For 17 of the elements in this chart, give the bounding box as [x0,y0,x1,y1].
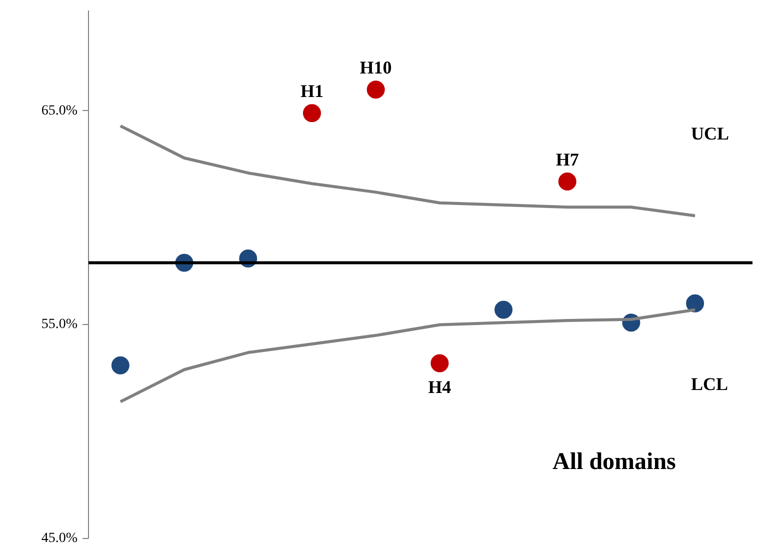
data-label: H7 [556,150,579,170]
point [111,356,130,374]
point [686,294,704,312]
point [302,104,321,122]
data-label: H10 [360,58,392,78]
y-tick-label: 65.0% [41,103,78,118]
y-tick-label: 55.0% [41,317,78,332]
text: UCL [691,124,730,144]
annotation: All domains [552,449,676,476]
point [430,354,449,372]
text: LCL [691,374,728,394]
y-tick-label: 45.0% [41,531,78,546]
point [494,300,512,319]
point [366,80,385,99]
data-label: H1 [300,81,324,102]
point [558,172,576,190]
data-label: H4 [428,377,452,398]
